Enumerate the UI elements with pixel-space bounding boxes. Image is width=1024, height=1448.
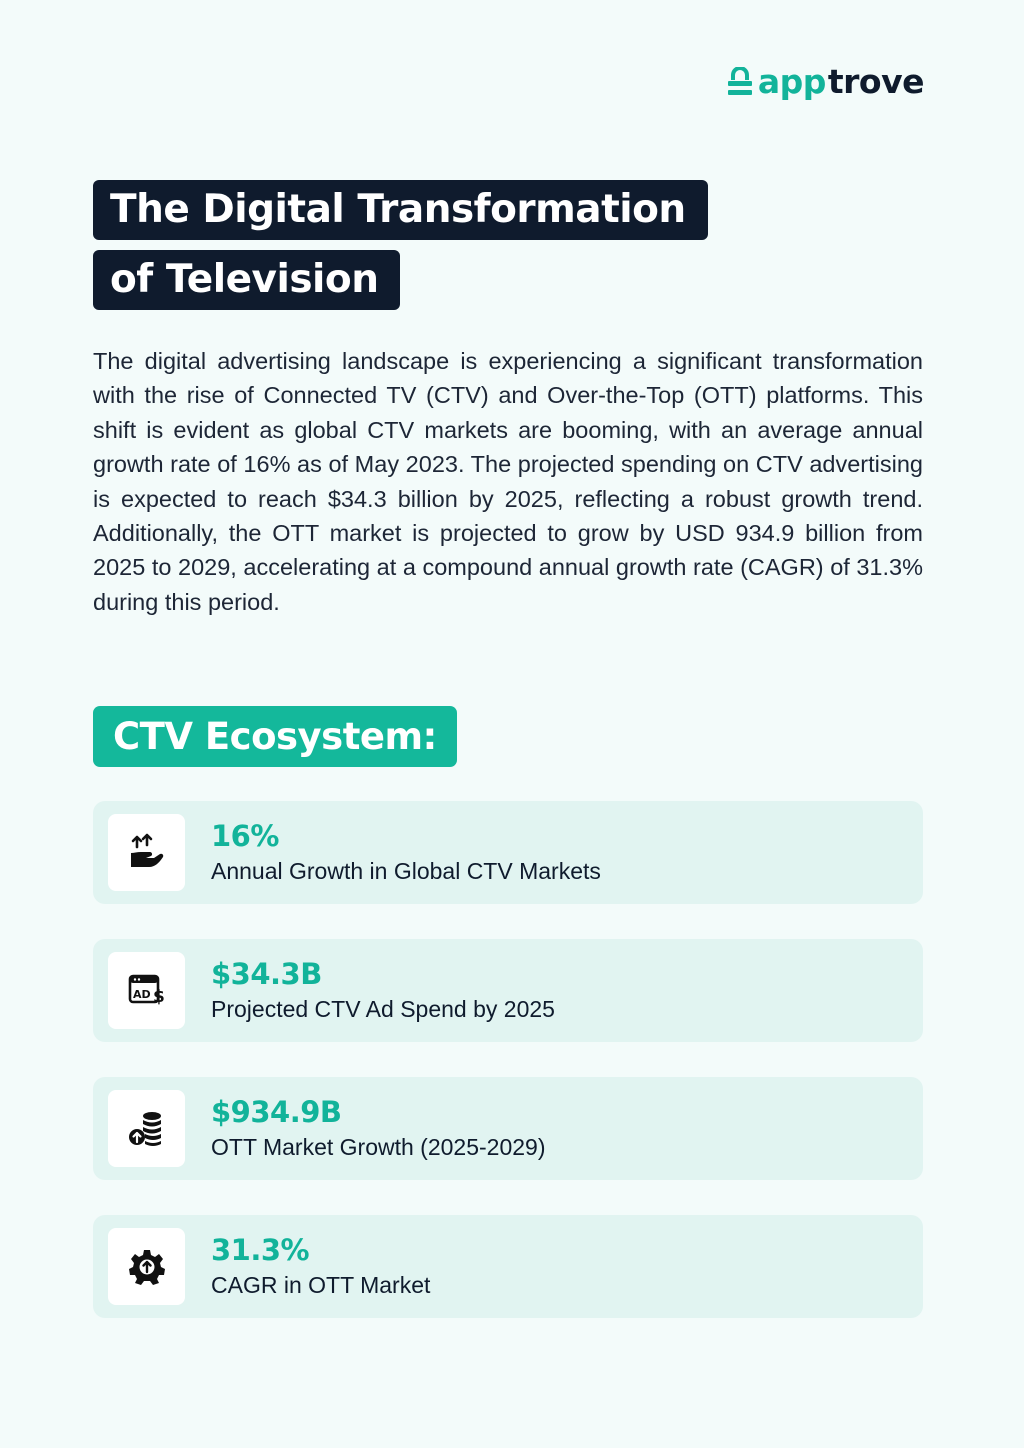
brand-name-part1: app	[757, 62, 827, 101]
stat-card: $934.9B OTT Market Growth (2025-2029)	[93, 1077, 923, 1180]
stat-label: Projected CTV Ad Spend by 2025	[211, 996, 555, 1022]
stat-label: OTT Market Growth (2025-2029)	[211, 1134, 546, 1160]
stat-label: Annual Growth in Global CTV Markets	[211, 858, 601, 884]
stat-icon-box	[108, 814, 185, 891]
stat-card: 31.3% CAGR in OTT Market	[93, 1215, 923, 1318]
stat-card: AD $ $34.3B Projected CTV Ad Spend by 20…	[93, 939, 923, 1042]
stat-icon-box	[108, 1090, 185, 1167]
section-heading: CTV Ecosystem:	[93, 706, 457, 767]
ad-dollar-icon: AD $	[128, 974, 165, 1007]
stat-card: 16% Annual Growth in Global CTV Markets	[93, 801, 923, 904]
title-line-2: of Television	[93, 250, 401, 310]
svg-text:AD: AD	[133, 988, 151, 1001]
apptrove-bag-icon	[727, 66, 752, 95]
gear-up-arrow-icon	[128, 1249, 165, 1285]
brand-name-part2: trove	[827, 62, 925, 101]
stat-icon-box	[108, 1228, 185, 1305]
stat-value: 31.3%	[211, 1233, 310, 1267]
intro-paragraph: The digital advertising landscape is exp…	[93, 348, 923, 615]
brand-logo: app trove	[727, 62, 925, 101]
coin-stack-up-icon	[128, 1111, 161, 1146]
title-line-1: The Digital Transformation	[93, 180, 708, 240]
stats-list: 16% Annual Growth in Global CTV Markets …	[93, 801, 923, 1353]
stat-value: 16%	[211, 819, 279, 853]
stat-value: $34.3B	[211, 957, 322, 991]
stat-label: CAGR in OTT Market	[211, 1272, 431, 1298]
stat-icon-box: AD $	[108, 952, 185, 1029]
svg-text:$: $	[153, 987, 165, 1007]
hand-growth-arrows-icon	[130, 833, 163, 867]
page-title: The Digital Transformation of Television	[93, 180, 708, 310]
stat-value: $934.9B	[211, 1095, 342, 1129]
